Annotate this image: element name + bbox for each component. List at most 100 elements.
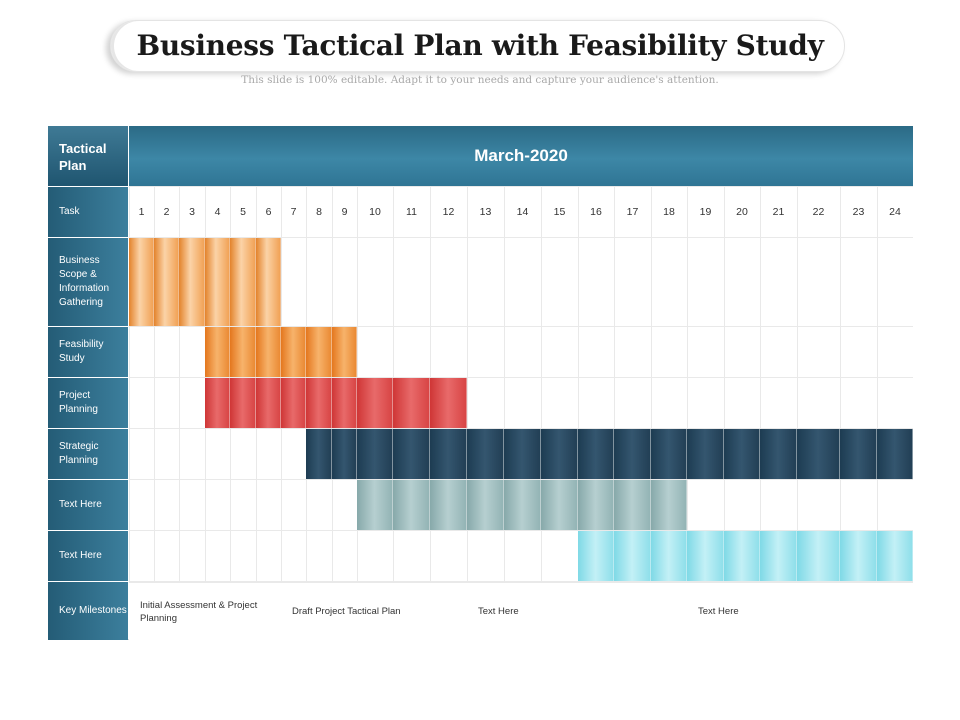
header-tactical-plan: Tactical Plan: [48, 126, 128, 186]
gantt-bar-segment: [724, 531, 760, 581]
day-number: 16: [590, 206, 602, 218]
grid-cell: [724, 186, 760, 237]
grid-cell: [179, 326, 205, 377]
grid-cell: [154, 377, 179, 428]
grid-cell: [578, 186, 614, 237]
day-number: 15: [553, 206, 566, 218]
milestones-label: Key Milestones: [48, 581, 128, 640]
gantt-bar-segment: [578, 480, 614, 530]
gantt-bar-segment: [651, 480, 687, 530]
grid-cell: [578, 237, 614, 326]
title-pill: [110, 20, 845, 72]
grid-cell: [687, 377, 724, 428]
grid-cell: [760, 237, 797, 326]
day-number: 4: [214, 206, 221, 218]
gantt-bar-segment: [332, 429, 357, 479]
day-number: 21: [772, 206, 785, 218]
milestone-text: Draft Project Tactical Plan: [281, 582, 504, 640]
grid-cell: [467, 530, 504, 581]
gantt-bar-segment: [256, 378, 281, 428]
gantt-bar-segment: [430, 378, 467, 428]
gantt-bar-segment: [357, 480, 393, 530]
gantt-bar-segment: [614, 429, 651, 479]
gantt-bar-segment: [357, 378, 393, 428]
gantt-bar-segment: [578, 531, 614, 581]
grid-cell: [760, 326, 797, 377]
gantt-bar-segment: [687, 531, 724, 581]
day-number: 19: [699, 206, 712, 218]
grid-cell: [230, 479, 256, 530]
grid-cell: [129, 377, 154, 428]
grid-cell: [541, 326, 578, 377]
grid-cell: [504, 530, 541, 581]
day-number: 2: [163, 206, 170, 218]
grid-cell: [840, 237, 877, 326]
grid-cell: [578, 377, 614, 428]
grid-cell: [281, 428, 306, 479]
grid-cell: [840, 326, 877, 377]
grid-cell: [840, 377, 877, 428]
grid-cell: [614, 186, 651, 237]
gantt-chart: Tactical Plan March-2020 Task 1 2 3 4 5 6 7 8 9 10…: [48, 126, 913, 640]
day-number: 12: [442, 206, 455, 218]
grid-cell: [332, 479, 357, 530]
grid-cell: [760, 377, 797, 428]
day-number: 17: [626, 206, 639, 218]
grid-cell: [541, 186, 578, 237]
milestone-text: Text Here: [687, 582, 913, 640]
grid-cell: [179, 530, 205, 581]
gantt-bar-segment: [393, 378, 430, 428]
grid-cell: [129, 186, 154, 237]
grid-cell: [332, 530, 357, 581]
grid-cell: [179, 428, 205, 479]
day-number: 20: [736, 206, 748, 218]
gantt-bar-segment: [797, 531, 840, 581]
grid-cell: [256, 428, 281, 479]
grid-cell: [651, 377, 687, 428]
gantt-bar-segment: [467, 480, 504, 530]
grid-cell: [614, 326, 651, 377]
grid-cell: [357, 237, 393, 326]
grid-cell: [332, 237, 357, 326]
grid-cell: [797, 186, 840, 237]
row-label-2: Feasibility Study: [48, 326, 128, 377]
gantt-bar-segment: [129, 238, 154, 326]
grid-cell: [357, 186, 393, 237]
grid-cell: [877, 237, 913, 326]
grid-cell: [578, 326, 614, 377]
grid-cell: [760, 479, 797, 530]
row-label-3: Project Planning: [48, 377, 128, 428]
gantt-bar-segment: [651, 429, 687, 479]
gantt-bar-segment: [724, 429, 760, 479]
grid-cell: [797, 377, 840, 428]
grid-cell: [467, 377, 504, 428]
grid-cell: [541, 377, 578, 428]
grid-cell: [504, 237, 541, 326]
grid-cell: [467, 326, 504, 377]
grid-cell: [256, 186, 281, 237]
day-number: 1: [138, 206, 145, 218]
grid-cell: [230, 186, 256, 237]
grid-cell: [393, 530, 430, 581]
gantt-bar-segment: [205, 378, 230, 428]
grid-cell: [129, 530, 154, 581]
grid-cell: [357, 530, 393, 581]
milestone-text: Text Here: [467, 582, 687, 640]
gantt-bar-segment: [467, 429, 504, 479]
grid-cell: [504, 326, 541, 377]
grid-cell: [393, 186, 430, 237]
grid-cell: [797, 326, 840, 377]
gantt-bar-segment: [230, 327, 256, 377]
row-label-4: Strategic Planning: [48, 428, 128, 479]
day-number: 10: [369, 206, 381, 218]
gantt-bar-segment: [877, 531, 913, 581]
grid-cell: [230, 530, 256, 581]
grid-cell: [724, 377, 760, 428]
grid-cell: [306, 479, 332, 530]
gantt-bar-segment: [179, 238, 205, 326]
day-number: 3: [189, 206, 195, 218]
grid-cell: [129, 479, 154, 530]
gantt-bar-segment: [393, 429, 430, 479]
grid-cell: [430, 186, 467, 237]
grid-cell: [687, 186, 724, 237]
